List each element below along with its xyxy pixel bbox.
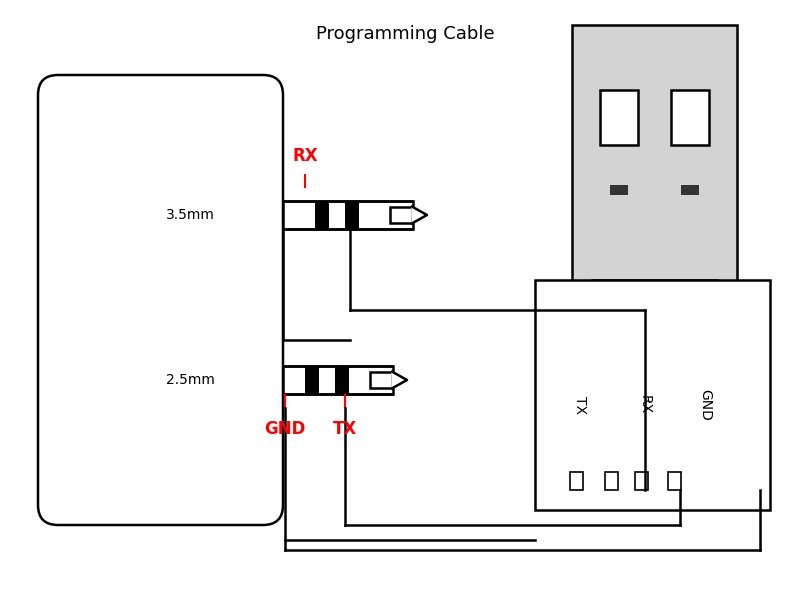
- Bar: [345, 201, 359, 229]
- Bar: [305, 366, 319, 394]
- Bar: [681, 185, 699, 195]
- Bar: [570, 472, 583, 490]
- Bar: [668, 472, 681, 490]
- Bar: [610, 185, 628, 195]
- Bar: [370, 371, 392, 388]
- Bar: [605, 472, 618, 490]
- Bar: [315, 201, 329, 229]
- Text: RX: RX: [292, 147, 318, 165]
- Bar: [335, 366, 349, 394]
- Text: GND: GND: [698, 389, 712, 421]
- Text: TX: TX: [333, 420, 357, 438]
- Bar: [535, 280, 770, 510]
- Bar: [572, 25, 737, 295]
- Polygon shape: [412, 206, 427, 223]
- Bar: [592, 280, 717, 345]
- Text: Programming Cable: Programming Cable: [315, 25, 495, 43]
- Text: 2.5mm: 2.5mm: [165, 373, 214, 387]
- Bar: [635, 472, 648, 490]
- Bar: [390, 206, 412, 223]
- Text: TX: TX: [573, 396, 587, 414]
- Text: GND: GND: [264, 420, 306, 438]
- Bar: [600, 90, 638, 145]
- Bar: [283, 366, 393, 394]
- Text: 3.5mm: 3.5mm: [165, 208, 214, 222]
- Bar: [283, 201, 413, 229]
- Text: RX: RX: [638, 396, 652, 414]
- Polygon shape: [392, 371, 407, 388]
- Bar: [671, 90, 709, 145]
- FancyBboxPatch shape: [38, 75, 283, 525]
